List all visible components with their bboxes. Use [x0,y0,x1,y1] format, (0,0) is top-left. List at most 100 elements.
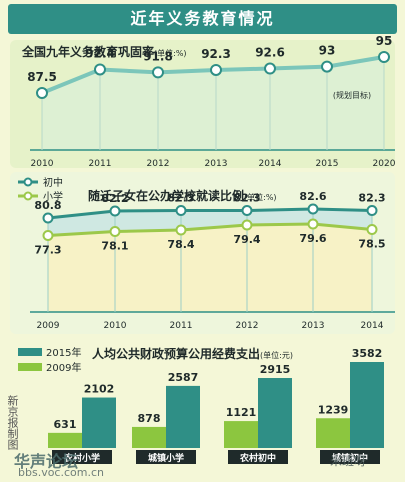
chart3-category-label: 城镇初中 [332,452,368,464]
chart2-point [175,205,187,216]
chart2-point [307,203,319,215]
chart2-point [109,226,121,237]
chart2-data-label: 78.1 [101,240,128,253]
chart3-legend-label: 2015年 [46,346,81,359]
chart2-band-fill [48,209,372,236]
chart2-x-tick: 2009 [37,321,60,331]
chart1-x-tick: 2011 [89,159,112,169]
chart2-x-tick: 2012 [236,321,259,331]
chart2-data-label: 82.6 [299,190,326,203]
chart1-x-tick: 2014 [259,159,282,169]
watermark-right: 米班呀 [330,454,367,468]
chart1-data-label: 95 [376,34,393,48]
chart3-category-box [52,450,112,464]
watermark-left: 华声论坛 [14,452,79,471]
chart2-legend-label: 初中 [43,176,63,189]
chart2-x-tick: 2014 [361,321,384,331]
chart1-point [36,87,48,99]
chart3-category-label: 城镇小学 [148,452,184,464]
chart2-x-tick: 2010 [104,321,127,331]
chart3-bar-2009 [224,421,258,448]
chart1-annotation: (规划目标) [333,90,371,100]
chart2-point [42,230,54,241]
chart3-legend-swatch [18,363,42,371]
chart1-area [42,57,384,150]
chart3-bar-2015 [166,385,200,448]
chart3-data-label: 3582 [352,347,383,360]
chart2-point [307,218,319,230]
chart1-x-tick: 2020 [373,159,396,169]
chart3-category-label: 农村初中 [239,452,276,464]
chart3-bar-2015 [258,378,292,448]
chart2-data-label: 79.4 [233,233,260,246]
chart2-data-label: 78.5 [358,238,385,251]
chart2-data-label: 79.6 [299,232,326,245]
chart2-lower-fill [48,224,372,312]
chart2-data-label: 82.3 [233,192,260,205]
chart2-point [109,205,121,217]
chart3-bar-2009 [316,418,350,448]
chart3-category-box [228,450,288,464]
chart3-bar-2009 [48,432,82,448]
chart1-data-label: 87.5 [27,70,57,84]
chart2-point [241,219,253,231]
chart3-data-label: 2587 [168,371,199,384]
chart1-point [264,62,276,75]
title-bar: 近年义务教育情况 [8,4,397,34]
chart3-bar-2009 [132,426,166,448]
chart3-legend-swatch [18,348,42,356]
chart3-bar-2015 [350,362,384,448]
chart1-point [152,66,164,79]
chart2-point [366,205,378,216]
chart3-data-label: 1121 [226,406,257,419]
page-title: 近年义务教育情况 [130,9,275,28]
chart2-legend-label: 小学 [43,190,63,203]
chart3-data-label: 631 [54,418,77,431]
chart2-point [42,212,54,224]
chart3-legend-label: 2009年 [46,361,81,374]
chart1-point [94,63,106,76]
chart1-point [378,51,390,63]
chart2-line-middle [47,207,373,220]
chart2-point [175,224,187,236]
chart3-category-label: 农村小学 [63,452,100,464]
side-credit: 新京报制图 [6,395,19,450]
chart1-x-tick: 2015 [316,159,339,169]
chart3-bar-2015 [82,397,116,448]
chart1-data-label: 91.8 [143,49,173,63]
chart2-x-tick: 2011 [170,321,193,331]
chart1-x-tick: 2013 [205,159,228,169]
chart1-data-label: 92.3 [201,47,231,61]
chart1-data-label: 92.4 [85,46,115,60]
chart2-data-label: 77.3 [34,244,61,257]
chart2-data-label: 78.4 [167,238,194,251]
chart1-point [210,63,222,76]
chart2-point [241,205,253,216]
chart1-data-label: 93 [319,44,336,58]
chart3-data-label: 1239 [318,403,349,416]
chart3-category-box [136,450,196,464]
chart2-data-label: 82.3 [167,192,194,205]
chart2-legend-marker [23,177,33,187]
chart2-title: 随迁子女在公办学校就读比例(单位:%) [88,188,277,203]
chart1-x-tick: 2010 [31,159,54,169]
chart2-line-primary [47,222,373,237]
chart3-data-label: 2102 [84,383,115,396]
chart2-legend-marker [23,191,33,201]
chart2-data-label: 80.8 [34,199,61,212]
watermark-left-url: bbs.voc.com.cn [18,466,104,479]
chart3-category-box [320,450,380,464]
chart3-title: 人均公共财政预算公用经费支出(单位:元) [92,346,293,361]
chart2-point [366,224,378,235]
chart2-data-label: 82.3 [358,192,385,205]
chart2-x-tick: 2013 [302,321,325,331]
chart1-x-tick: 2012 [147,159,170,169]
chart1-title: 全国九年义务教育巩固率(单位:%) [21,44,187,59]
chart1-point [321,60,333,73]
chart2-data-label: 82.2 [101,192,128,205]
chart3-data-label: 878 [138,412,161,425]
chart3-data-label: 2915 [260,363,291,376]
chart1-data-label: 92.6 [255,46,285,60]
